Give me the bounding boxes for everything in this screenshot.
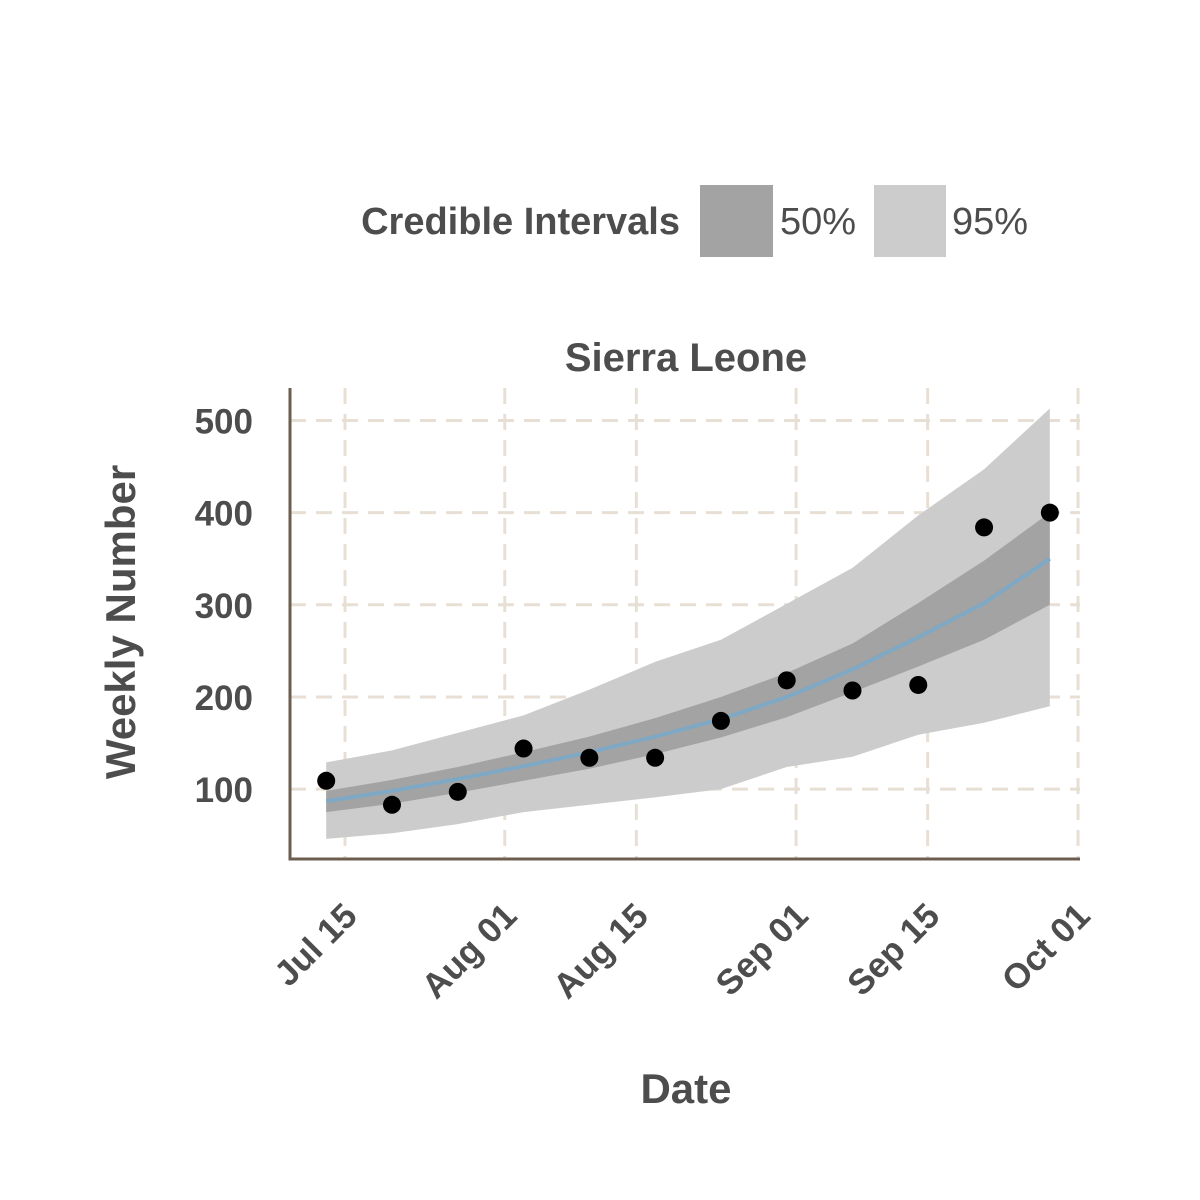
data-point <box>448 782 467 801</box>
axes <box>288 388 1080 861</box>
legend-title: Credible Intervals <box>361 201 680 243</box>
grid <box>290 388 1080 859</box>
legend-swatch-50 <box>700 185 773 257</box>
data-point <box>514 739 533 758</box>
y-axis-title: Weekly Number <box>97 465 144 779</box>
chart-title: Sierra Leone <box>565 336 807 380</box>
data-point <box>975 518 994 537</box>
x-tick-label: Aug 15 <box>546 896 656 1006</box>
legend-label-50: 50% <box>780 201 856 243</box>
x-tick-label: Sep 01 <box>708 896 815 1003</box>
credible-bands <box>326 408 1050 839</box>
data-point <box>711 711 730 730</box>
legend-swatch-95 <box>874 185 946 257</box>
x-tick-label: Jul 15 <box>267 896 365 994</box>
x-tick-label: Oct 01 <box>994 896 1097 999</box>
data-point <box>382 795 401 814</box>
x-axis-title: Date <box>640 1065 731 1112</box>
ci50-band <box>326 512 1050 813</box>
ci95-band <box>326 408 1050 839</box>
data-point <box>646 748 665 767</box>
x-tick-label: Sep 15 <box>840 896 947 1003</box>
y-tick-label: 300 <box>195 587 253 626</box>
observed-points <box>317 503 1059 814</box>
y-tick-label: 500 <box>195 403 253 442</box>
data-point <box>1040 503 1059 522</box>
data-point <box>317 771 336 790</box>
median-line-group <box>325 557 1051 804</box>
legend-label-95: 95% <box>952 201 1028 243</box>
data-point <box>909 675 928 694</box>
y-tick-label: 200 <box>195 679 253 718</box>
legend: Credible Intervals 50% 95% <box>361 185 1028 257</box>
data-point <box>843 681 862 700</box>
median-line <box>325 557 1051 804</box>
y-tick-labels: 100 200 300 400 500 <box>195 403 253 811</box>
data-point <box>580 748 599 767</box>
x-tick-label: Aug 01 <box>414 896 524 1006</box>
y-tick-label: 100 <box>195 771 253 810</box>
x-tick-labels: Jul 15 Aug 01 Aug 15 Sep 01 Sep 15 Oct 01 <box>267 896 1098 1006</box>
data-point <box>777 671 796 690</box>
y-tick-label: 400 <box>195 495 253 534</box>
